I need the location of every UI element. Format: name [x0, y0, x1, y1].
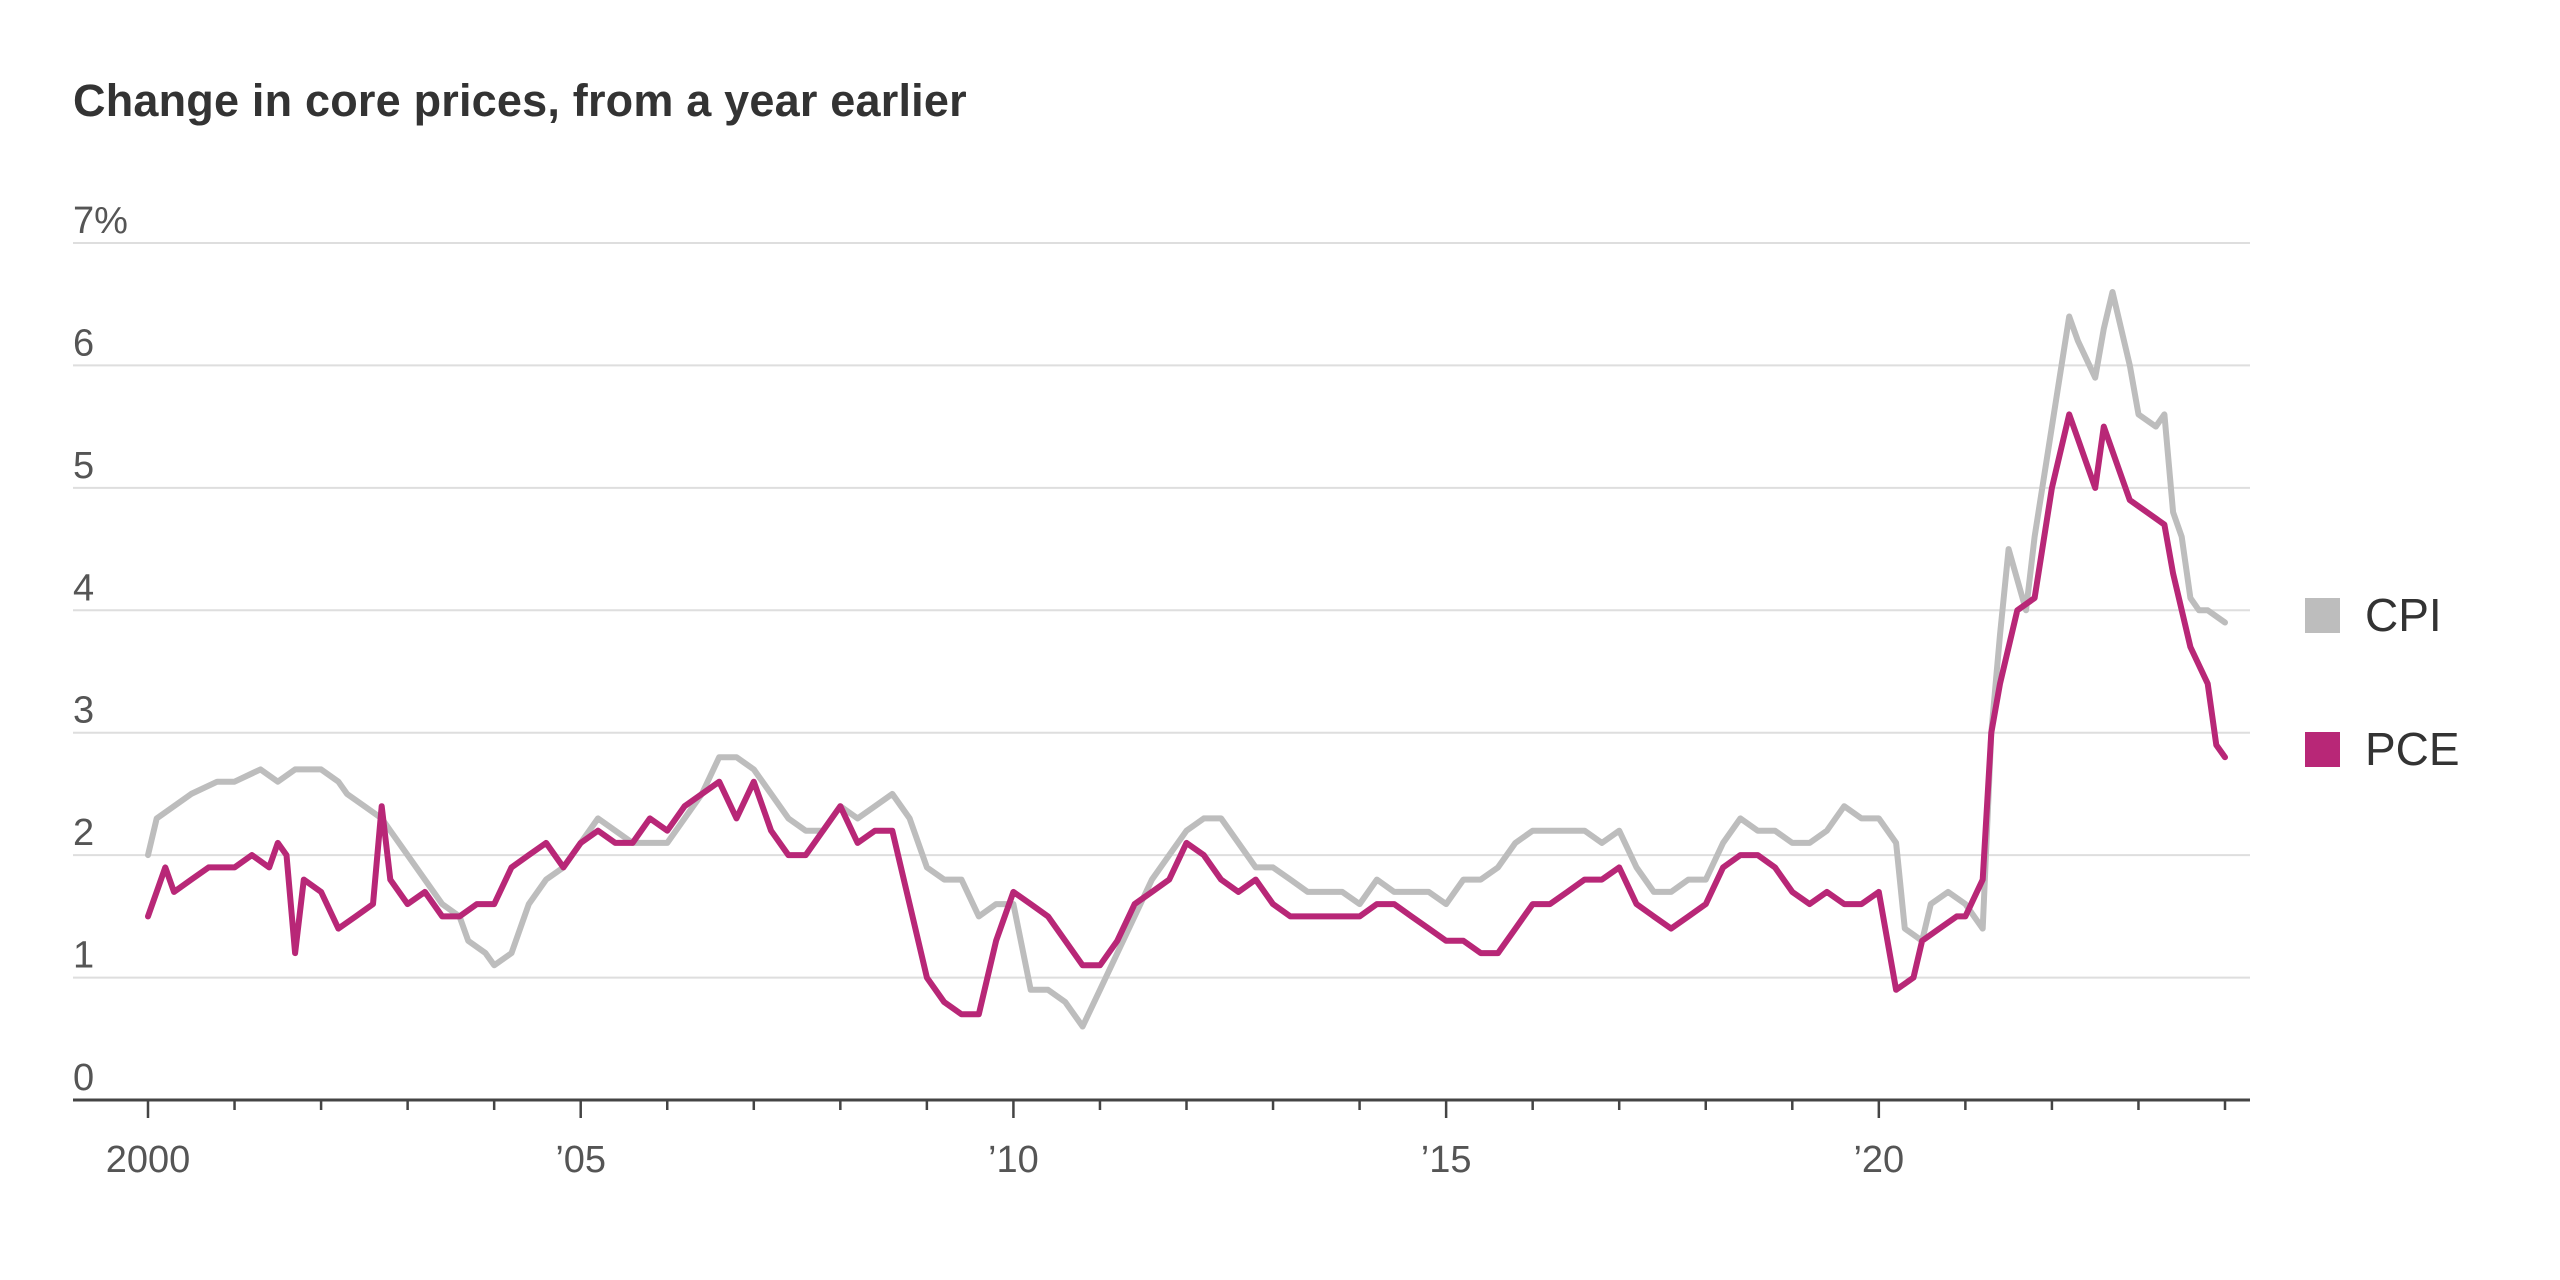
- y-tick-label: 1: [73, 935, 94, 977]
- y-tick-label: 6: [73, 322, 94, 364]
- y-tick-label: 0: [73, 1057, 94, 1099]
- x-tick-label: ’05: [555, 1139, 606, 1181]
- series-line-pce: [145, 411, 2228, 1018]
- series-lines: [145, 289, 2228, 1030]
- y-axis-tick-labels: 7% 6 5 4 3 2 1 0: [73, 200, 128, 1099]
- y-tick-label: 4: [73, 567, 94, 609]
- legend-swatch-pce: [2305, 732, 2340, 767]
- legend: CPI PCE: [2305, 589, 2460, 775]
- x-axis: 2000 ’05 ’10 ’15 ’20: [73, 1098, 2250, 1181]
- x-tick-label: ’20: [1853, 1139, 1904, 1181]
- legend-swatch-cpi: [2305, 598, 2340, 633]
- chart-title: Change in core prices, from a year earli…: [73, 75, 967, 126]
- y-tick-label: 3: [73, 690, 94, 732]
- y-tick-label: 2: [73, 812, 94, 854]
- gridlines: [73, 242, 2250, 979]
- y-tick-label: 7%: [73, 200, 128, 242]
- legend-label-pce: PCE: [2365, 723, 2460, 775]
- series-line-cpi: [145, 289, 2228, 1030]
- legend-label-cpi: CPI: [2365, 589, 2442, 641]
- y-tick-label: 5: [73, 445, 94, 487]
- x-tick-label: ’10: [988, 1139, 1039, 1181]
- x-tick-label: 2000: [106, 1139, 191, 1181]
- x-tick-label: ’15: [1421, 1139, 1472, 1181]
